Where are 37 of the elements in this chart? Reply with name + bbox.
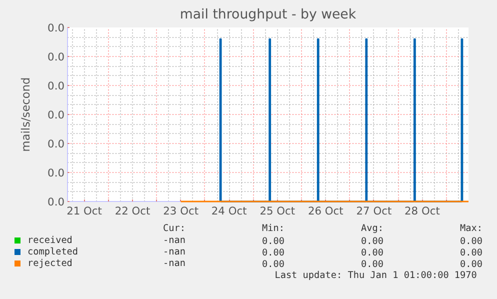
x-tick-label: 23 Oct [163,204,199,218]
text: 0.00 [262,248,285,258]
y-tick-label: 0.0 [48,22,65,34]
text: Max: [460,223,483,234]
x-tick-label: 27 Oct [356,204,392,218]
y-tick-label: 0.0 [48,138,65,150]
text: -nan [163,258,186,269]
text: 0.00 [460,248,483,258]
y-tick-label: 0.0 [48,166,65,180]
y-tick-label: 0.0 [48,50,65,64]
y-tick-label: 0.0 [48,108,65,122]
text: Last update: Thu Jan 1 01:00:00 1970 [274,270,478,281]
text: -nan [163,235,186,246]
text: 0.00 [262,259,285,270]
x-tick-label: 25 Oct [260,204,296,218]
text: 0.00 [361,248,384,258]
text: 0.00 [361,259,384,270]
text: 0.00 [460,236,483,247]
text: 0.00 [262,236,285,247]
y-axis-title: mails/second [18,77,33,152]
y-tick-label: 0.0 [48,196,65,208]
legend-label: completed [28,246,78,258]
text: 0.00 [460,259,483,270]
legend-label: rejected [28,258,72,269]
x-tick-label: 24 Oct [211,204,247,218]
x-tick-label: 26 Oct [308,204,344,218]
x-tick-label: 22 Oct [114,204,150,218]
text: Min: [262,223,285,234]
text: Cur: [163,223,186,234]
x-tick-label: 21 Oct [66,204,102,218]
chart-title: mail throughput - by week [180,8,356,22]
text: -nan [163,246,186,258]
text: 0.00 [361,236,384,247]
legend-label: received [28,235,72,246]
text: Avg: [361,223,384,234]
y-tick-label: 0.0 [48,80,65,92]
x-tick-label: 28 Oct [404,204,440,218]
